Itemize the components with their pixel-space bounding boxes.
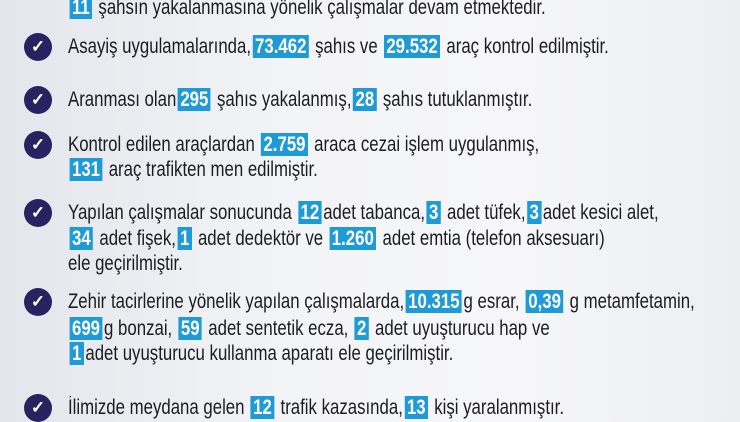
text-segment: Zehir tacirlerine yönelik yapılan çalışm… — [68, 290, 405, 313]
text-segment: adet tüfek, — [442, 201, 526, 224]
text-segment: kişi yaralanmıştır. — [429, 396, 564, 419]
text-segment: g metamfetamin, — [564, 290, 695, 313]
highlight-number: 295 — [177, 88, 211, 111]
text-segment: adet emtia (telefon aksesuarı) — [377, 227, 605, 250]
list-item-line: 34 adet fişek, 1 adet dedektör ve 1.260 a… — [68, 227, 605, 251]
highlight-number: 2 — [354, 317, 369, 340]
text-segment: adet kesici alet, — [542, 201, 659, 224]
list-item-line: Asayiş uygulamalarında, 73.462 şahıs ve 2… — [68, 35, 609, 59]
text-segment: şahıs tutuklanmıştır. — [378, 88, 533, 111]
text-segment: şahıs ve — [310, 35, 383, 58]
highlight-number: 10.315 — [405, 290, 462, 313]
text-segment: İlimizde meydana gelen — [68, 396, 250, 419]
check-icon: ✓ — [24, 131, 52, 159]
highlight-number: 3 — [527, 201, 542, 224]
highlight-number: 12 — [250, 396, 275, 419]
highlight-number: 699 — [69, 317, 103, 340]
highlight-number: 73.462 — [252, 35, 309, 58]
text-segment: Kontrol edilen araçlardan — [68, 133, 260, 156]
list-item-line: 131 araç trafikten men edilmiştir. — [68, 158, 318, 182]
text-segment: Asayiş uygulamalarında, — [68, 35, 252, 58]
text-segment: araç trafikten men edilmiştir. — [104, 158, 318, 181]
list-item-line: İlimizde meydana gelen 12 trafik kazasın… — [68, 396, 564, 420]
check-icon: ✓ — [24, 199, 52, 227]
list-item-line: Yapılan çalışmalar sonucunda 12 adet taba… — [68, 201, 659, 225]
list-item-line: 11 şahsın yakalanmasına yönelik çalışmal… — [68, 0, 546, 20]
text-segment: trafik kazasında, — [275, 396, 403, 419]
text-segment: adet tabanca, — [323, 201, 426, 224]
highlight-number: 29.532 — [383, 35, 441, 58]
check-icon: ✓ — [24, 86, 52, 114]
text-segment: adet dedektör ve — [193, 227, 328, 250]
check-icon: ✓ — [24, 288, 52, 316]
text-segment: adet fişek, — [94, 227, 176, 250]
list-item-line: 699 g bonzai, 59 adet sentetik ecza, 2 ad… — [68, 317, 550, 341]
highlight-number: 59 — [178, 317, 202, 340]
text-segment: adet uyuşturucu hap ve — [370, 317, 550, 340]
text-segment: adet sentetik ecza, — [203, 317, 354, 340]
highlight-number: 1 — [69, 342, 84, 365]
highlight-number: 131 — [69, 158, 103, 181]
text-segment: şahsın yakalanmasına yönelik çalışmalar … — [93, 0, 546, 19]
highlight-number: 3 — [426, 201, 441, 224]
text-segment: araç kontrol edilmiştir. — [441, 35, 609, 58]
highlight-number: 28 — [353, 88, 377, 111]
highlight-number: 1 — [177, 227, 192, 250]
highlight-number: 13 — [404, 396, 428, 419]
text-segment: şahıs yakalanmış, — [212, 88, 352, 111]
list-item-line: Zehir tacirlerine yönelik yapılan çalışm… — [68, 290, 695, 314]
list-item-line: Aranması olan 295 şahıs yakalanmış, 28 şah… — [68, 88, 532, 112]
highlight-number: 12 — [298, 201, 322, 224]
check-icon: ✓ — [24, 394, 52, 422]
text-segment: g esrar, — [463, 290, 525, 313]
text-segment: ele geçirilmiştir. — [68, 252, 183, 275]
highlight-number: 2.759 — [261, 133, 308, 156]
text-segment: Yapılan çalışmalar sonucunda — [68, 201, 297, 224]
highlight-number: 34 — [69, 227, 94, 250]
highlight-number: 11 — [69, 0, 93, 19]
list-item-line: Kontrol edilen araçlardan 2.759 araca ce… — [68, 133, 539, 157]
list-item-line: ele geçirilmiştir. — [68, 252, 183, 276]
highlight-number: 0,39 — [525, 290, 564, 313]
text-segment: Aranması olan — [68, 88, 177, 111]
list-item-line: 1 adet uyuşturucu kullanma aparatı ele ge… — [68, 342, 453, 366]
text-segment: adet uyuşturucu kullanma aparatı ele geç… — [85, 342, 454, 365]
highlight-number: 1.260 — [329, 227, 377, 250]
text-segment: araca cezai işlem uygulanmış, — [309, 133, 540, 156]
check-icon: ✓ — [24, 33, 52, 61]
text-segment: g bonzai, — [104, 317, 177, 340]
